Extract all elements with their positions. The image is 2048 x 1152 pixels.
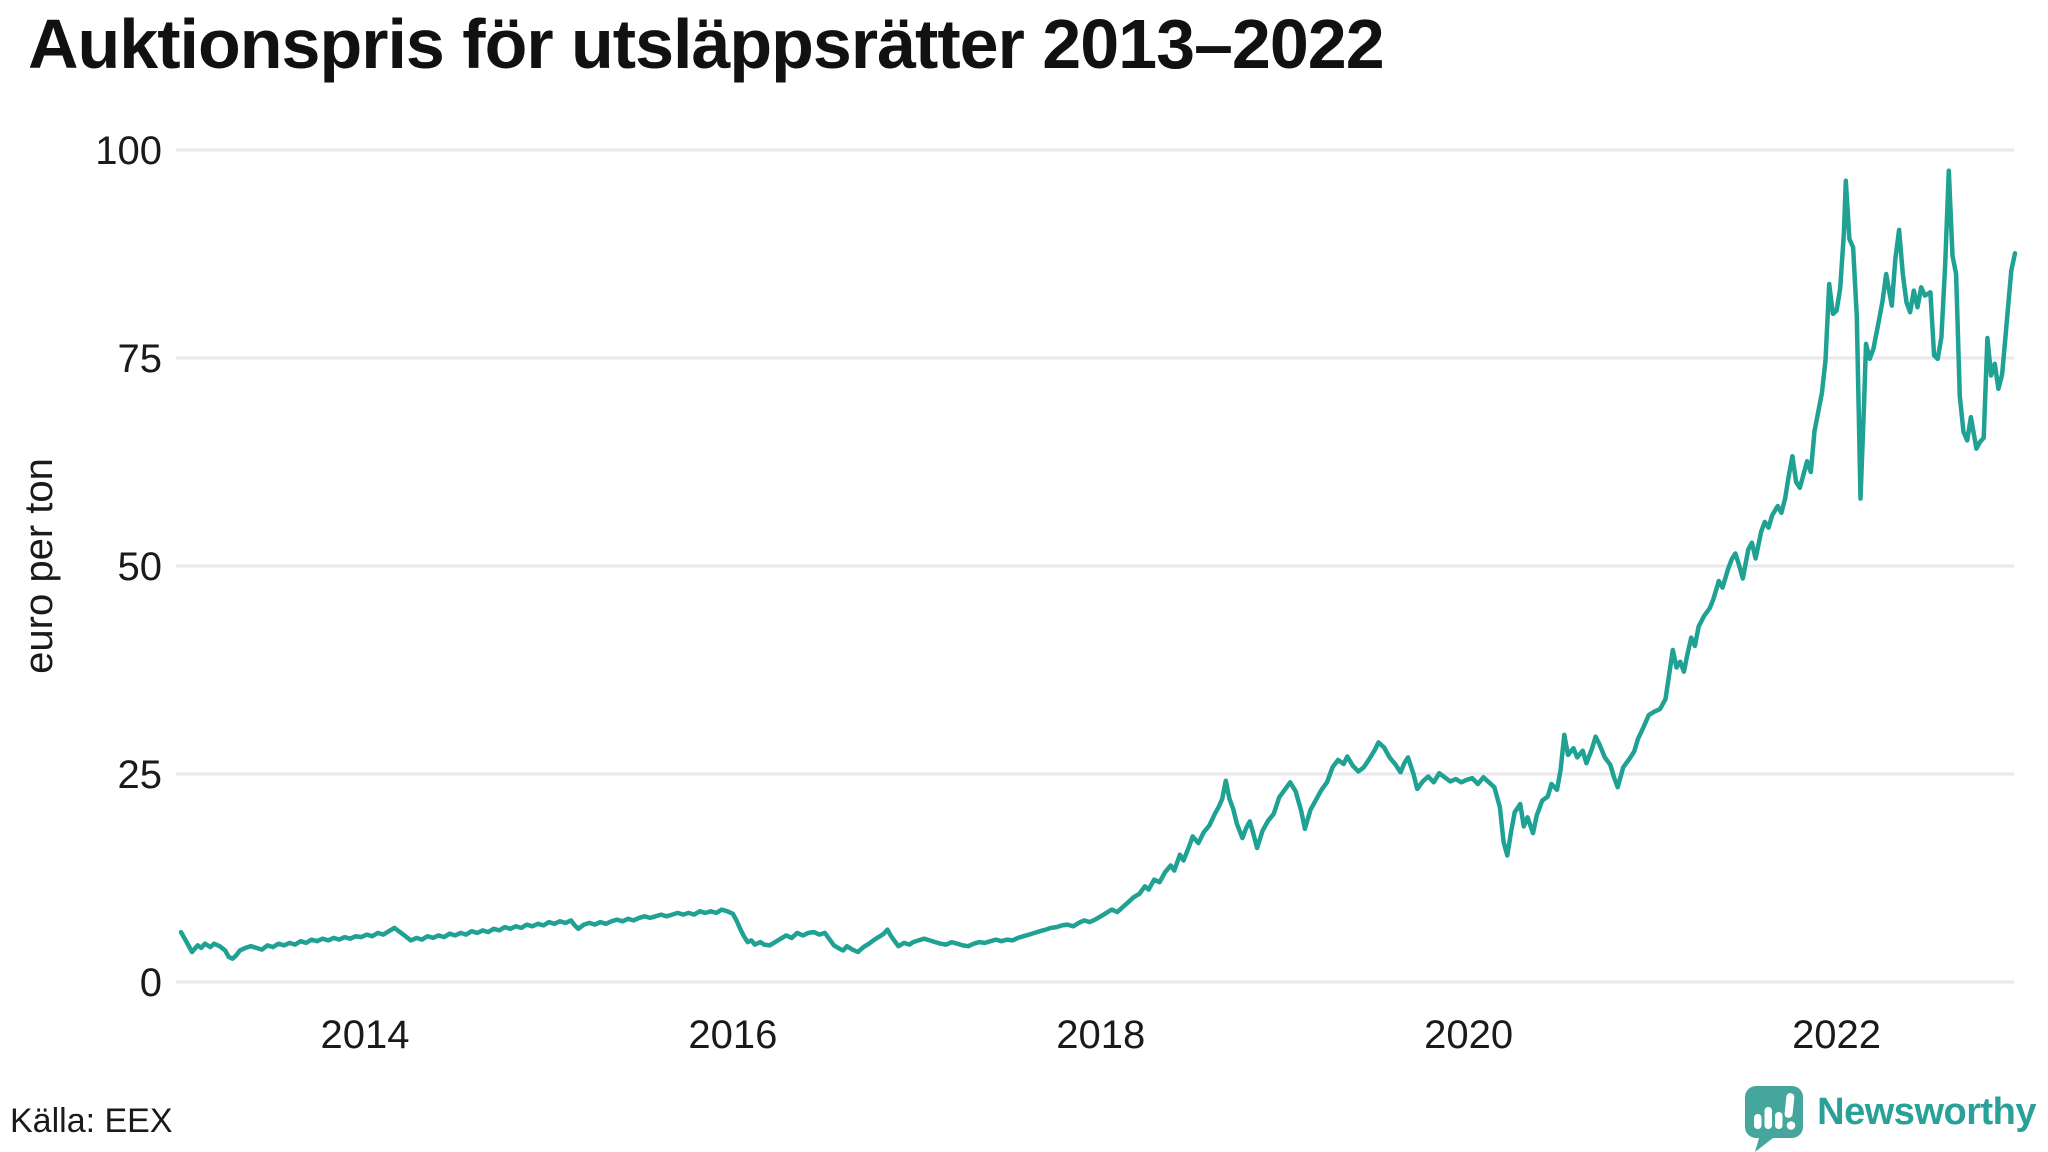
gridlines	[176, 148, 2014, 984]
y-tick-label-100: 100	[95, 129, 162, 173]
brand-name: Newsworthy	[1817, 1091, 2036, 1133]
brand-lockup: Newsworthy	[1745, 1086, 2036, 1152]
axis-labels: 0 25 50 75 100 2014 2016 2018 2020 2022	[95, 129, 1881, 1057]
y-axis-title: euro per ton	[17, 458, 61, 674]
y-tick-label-25: 25	[118, 753, 163, 797]
x-tick-label-2014: 2014	[320, 1013, 409, 1057]
newsworthy-logo-icon	[1745, 1086, 1804, 1152]
x-tick-label-2016: 2016	[688, 1013, 777, 1057]
price-line-series	[178, 168, 2018, 961]
chart-title: Auktionspris för utsläppsrätter 2013–202…	[28, 5, 1385, 83]
x-tick-label-2022: 2022	[1792, 1013, 1881, 1057]
x-tick-label-2018: 2018	[1056, 1013, 1145, 1057]
y-tick-label-50: 50	[118, 545, 163, 589]
series-path	[178, 168, 2018, 961]
x-tick-label-2020: 2020	[1424, 1013, 1513, 1057]
y-tick-label-0: 0	[140, 961, 162, 1005]
y-tick-label-75: 75	[118, 337, 163, 381]
source-note: Källa: EEX	[10, 1102, 173, 1140]
